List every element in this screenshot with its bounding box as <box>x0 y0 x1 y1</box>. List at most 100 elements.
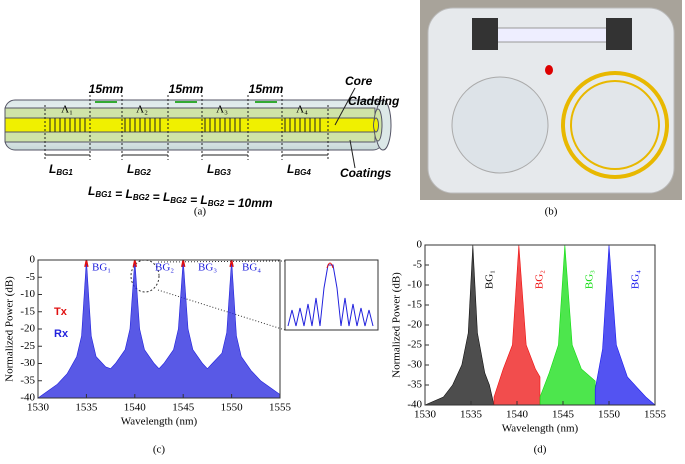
zoom-lines <box>157 260 286 331</box>
text-part: = L <box>149 190 170 204</box>
fiber-coil <box>561 71 669 179</box>
subscript: BG2 <box>170 196 187 205</box>
gratings <box>49 118 321 132</box>
y-tick-label: -20 <box>20 323 35 335</box>
x-tick-label: 1530 <box>414 409 437 421</box>
spacing-label: 15mm <box>249 82 284 96</box>
spacing-label: 15mm <box>169 82 204 96</box>
fiber-coil <box>570 80 660 170</box>
inset-tx <box>326 262 334 269</box>
cladding-label: Cladding <box>348 94 400 108</box>
y-tick-label: -15 <box>20 305 35 317</box>
y-tick-label: -20 <box>407 319 422 331</box>
caption: (b) <box>545 206 558 218</box>
x-axis-label: Wavelength (nm) <box>502 423 579 435</box>
text-part: L <box>287 162 294 176</box>
length-label: LBG4 <box>287 162 311 177</box>
zoom-circle <box>130 259 160 293</box>
spectrum-area <box>539 244 596 406</box>
y-tick-label: -30 <box>20 357 35 369</box>
spectrum-area <box>493 244 541 406</box>
core-label: Core <box>345 74 373 88</box>
y-tick-label: -10 <box>407 279 422 291</box>
text-part: L <box>207 162 214 176</box>
caption: (c) <box>153 444 166 456</box>
equation: LBG1 = LBG2 = LBG2 = LBG2 = 10mm <box>88 184 273 210</box>
peak-label: BG₄ <box>242 262 261 274</box>
spectrum-area <box>424 244 495 406</box>
subscript: BG1 <box>56 168 73 177</box>
x-tick-label: 1550 <box>598 409 621 421</box>
y-tick-label: -35 <box>407 379 422 391</box>
y-tick-label: -15 <box>407 299 422 311</box>
peak-label: BG₂ <box>155 262 174 274</box>
text-part: L <box>88 184 95 198</box>
caption: (a) <box>194 206 207 218</box>
x-tick-label: 1540 <box>506 409 529 421</box>
coating-pointer <box>349 139 356 169</box>
peak-label: BG₁ <box>92 262 111 274</box>
period-label: Λ₃ <box>216 104 228 116</box>
peak-label: BG₄ <box>630 270 642 289</box>
x-tick-label: 1530 <box>27 402 50 414</box>
text-part: L <box>127 162 134 176</box>
text-part: = 10mm <box>224 196 273 210</box>
spectrum-area <box>37 259 281 399</box>
period-label: Λ₂ <box>136 104 148 116</box>
peak-label: BG₃ <box>584 270 596 289</box>
length-label: LBG3 <box>207 162 231 177</box>
x-axis-label: Wavelength (nm) <box>121 416 198 428</box>
subscript: BG4 <box>294 168 311 177</box>
y-tick-label: 0 <box>30 254 36 266</box>
y-tick-label: -35 <box>20 374 35 386</box>
y-tick-label: -5 <box>413 259 423 271</box>
y-tick-label: -40 <box>407 399 422 411</box>
clamp <box>472 18 498 50</box>
inset-frame <box>284 259 379 331</box>
holder <box>491 27 613 43</box>
y-tick-label: -40 <box>20 392 35 404</box>
subscript: BG1 <box>95 190 112 199</box>
spectrum-area <box>594 244 656 406</box>
legend-entry: Rx <box>54 328 69 340</box>
period-label: Λ₄ <box>296 104 308 116</box>
x-tick-label: 1555 <box>269 402 292 414</box>
subscript: BG3 <box>214 168 231 177</box>
y-tick-label: -10 <box>20 288 35 300</box>
x-tick-label: 1545 <box>552 409 575 421</box>
text-part: = L <box>187 193 208 207</box>
x-tick-label: 1555 <box>644 409 667 421</box>
inset <box>130 259 379 331</box>
dividers <box>44 95 329 160</box>
x-tick-label: 1550 <box>221 402 244 414</box>
marker <box>545 65 553 75</box>
y-axis-label: Normalized Power (dB) <box>4 276 16 382</box>
peak-label: BG₃ <box>198 262 217 274</box>
x-tick-label: 1540 <box>124 402 147 414</box>
y-tick-label: -25 <box>407 339 422 351</box>
peak-label: BG₁ <box>484 270 496 289</box>
legend-entry: Tx <box>54 306 68 318</box>
subscript: BG2 <box>134 168 151 177</box>
coatings-label: Coatings <box>340 166 392 180</box>
subscript: BG2 <box>133 193 150 202</box>
peak-label: BG₂ <box>534 270 546 289</box>
text-part: L <box>49 162 56 176</box>
length-label: LBG1 <box>49 162 73 177</box>
spacing-label: 15mm <box>89 82 124 96</box>
caption: (d) <box>534 444 547 456</box>
y-axis-label: Normalized Power (dB) <box>391 272 403 378</box>
y-tick-label: 0 <box>417 239 423 251</box>
core-pointer <box>334 87 356 126</box>
inset-trace <box>287 264 374 327</box>
length-label: LBG2 <box>127 162 151 177</box>
y-tick-label: -5 <box>26 271 36 283</box>
spool <box>451 76 549 174</box>
photo <box>420 0 682 200</box>
x-tick-label: 1535 <box>75 402 98 414</box>
fiber-end <box>373 117 379 133</box>
clamp <box>606 18 632 50</box>
y-tick-label: -25 <box>20 340 35 352</box>
x-tick-label: 1545 <box>172 402 195 414</box>
